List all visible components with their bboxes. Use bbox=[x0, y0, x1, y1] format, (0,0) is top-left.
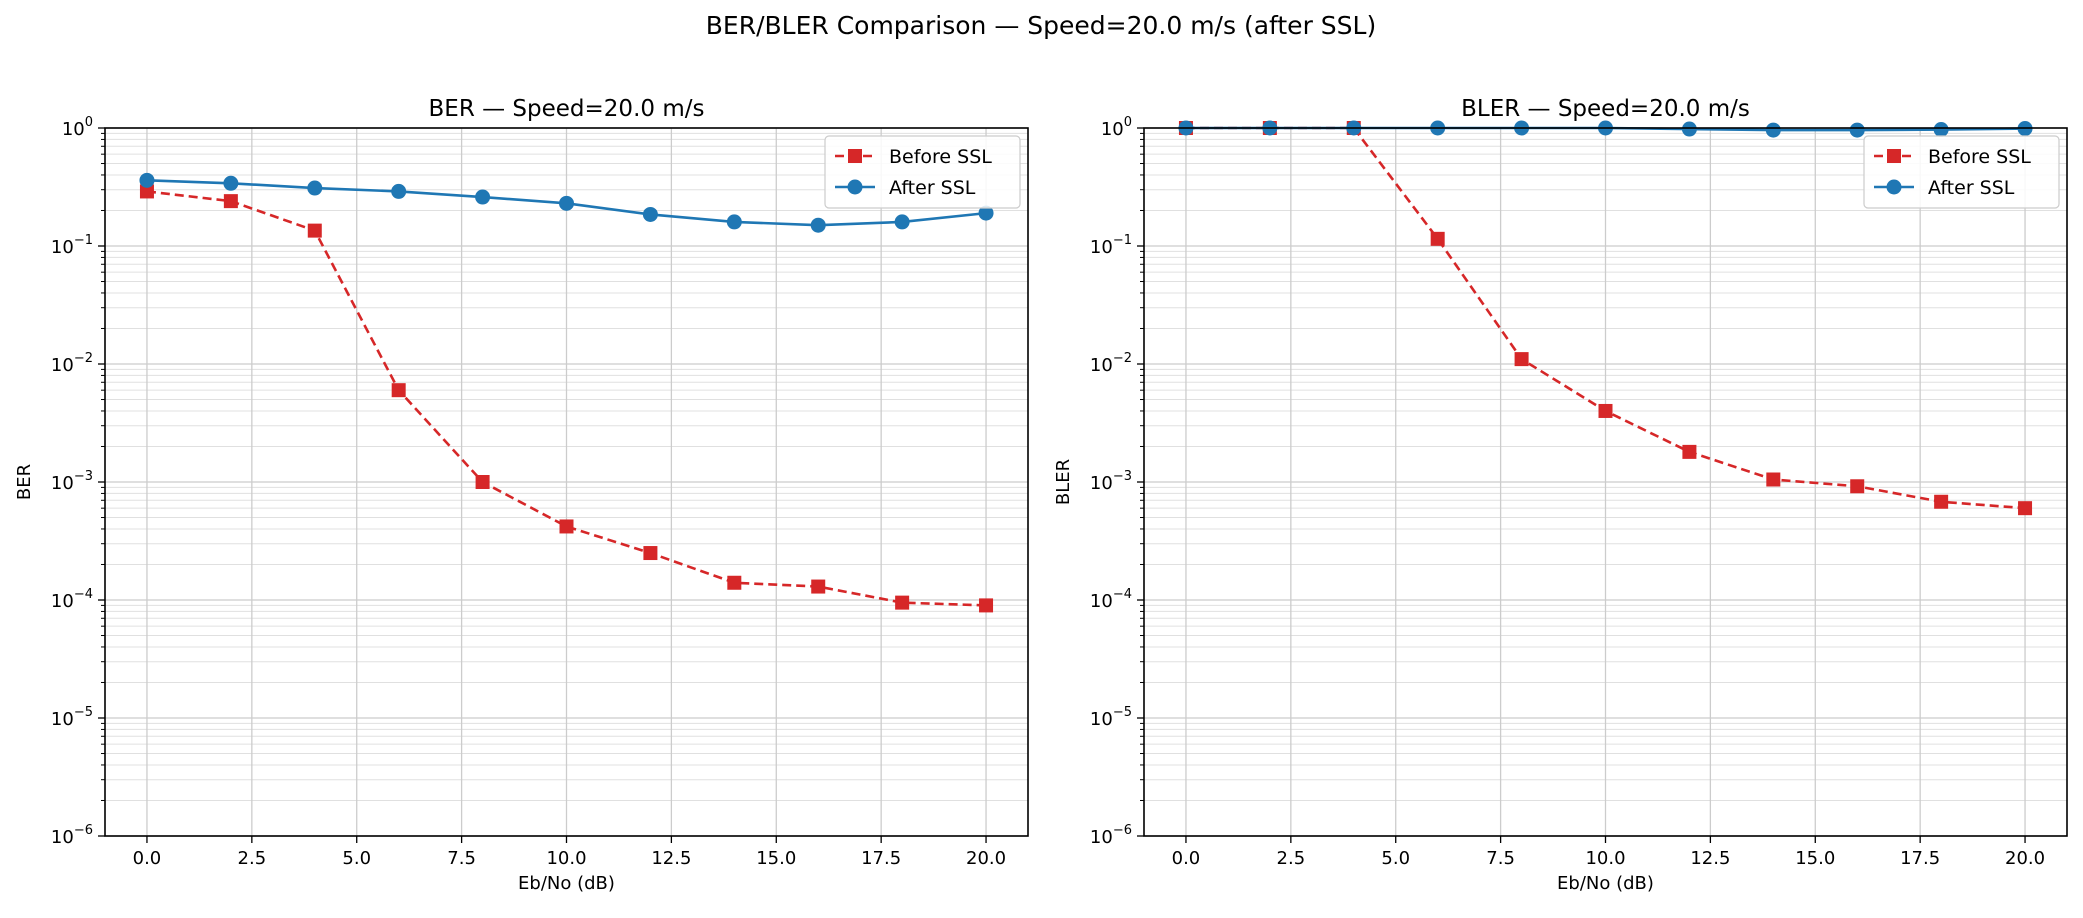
data-point bbox=[475, 189, 491, 205]
data-point bbox=[1430, 231, 1445, 246]
x-tick-label: 17.5 bbox=[861, 848, 901, 869]
data-point bbox=[1850, 479, 1865, 494]
legend-marker bbox=[1886, 179, 1902, 195]
data-point bbox=[1934, 494, 1949, 509]
legend: Before SSL After SSL bbox=[1863, 135, 2060, 209]
data-point bbox=[2018, 501, 2033, 516]
x-tick-label: 0.0 bbox=[133, 848, 162, 869]
y-tick-label: 10−2 bbox=[1090, 351, 1132, 376]
series-before-ssl bbox=[139, 184, 994, 613]
bler-chart: 10−6 10−5 10−4 10−3 10−2 10−1 100 0.0 2.5 5.0 7.5 1… bbox=[1053, 96, 2068, 894]
data-point bbox=[223, 194, 238, 209]
x-tick-label: 15.0 bbox=[1795, 848, 1835, 869]
y-tick-label: 10−4 bbox=[1090, 587, 1132, 612]
data-point bbox=[979, 598, 994, 613]
data-point bbox=[1766, 472, 1781, 487]
x-tick-label: 12.5 bbox=[651, 848, 691, 869]
x-tick-label: 7.5 bbox=[447, 848, 476, 869]
data-point bbox=[391, 183, 407, 199]
data-point bbox=[894, 214, 910, 230]
y-tick-label: 100 bbox=[1101, 115, 1132, 140]
x-tick-label: 2.5 bbox=[238, 848, 267, 869]
y-tick-label: 10−3 bbox=[1090, 469, 1132, 494]
legend-box bbox=[1863, 135, 2060, 209]
y-tick-label: 10−6 bbox=[51, 823, 93, 848]
x-tick-label: 20.0 bbox=[2005, 848, 2045, 869]
data-point bbox=[307, 223, 322, 238]
data-point bbox=[1598, 403, 1613, 418]
data-point bbox=[643, 546, 658, 561]
chart-title: BLER — Speed=20.0 m/s bbox=[1461, 96, 1750, 122]
y-tick-label: 10−1 bbox=[51, 233, 93, 258]
x-tick-label: 7.5 bbox=[1486, 848, 1515, 869]
legend-label: Before SSL bbox=[889, 146, 992, 168]
series-after-ssl bbox=[139, 172, 994, 233]
y-tick-label: 10−2 bbox=[51, 351, 93, 376]
y-tick-label: 10−3 bbox=[51, 469, 93, 494]
legend: Before SSL After SSL bbox=[824, 135, 1021, 209]
x-tick-label: 5.0 bbox=[342, 848, 371, 869]
data-point bbox=[810, 217, 826, 233]
legend-label: After SSL bbox=[889, 177, 976, 199]
series-line bbox=[146, 190, 987, 607]
x-tick-label: 10.0 bbox=[546, 848, 586, 869]
x-tick-label: 5.0 bbox=[1381, 848, 1410, 869]
chart-title: BER — Speed=20.0 m/s bbox=[429, 96, 705, 122]
data-point bbox=[895, 595, 910, 610]
data-point bbox=[475, 475, 490, 489]
y-axis-label: BLER bbox=[1053, 459, 1074, 505]
legend-marker bbox=[848, 149, 862, 163]
data-point bbox=[811, 579, 826, 594]
axes-frame bbox=[1143, 127, 2068, 837]
y-tick-label: 10−5 bbox=[51, 705, 93, 730]
data-point bbox=[1765, 122, 1781, 138]
legend-marker bbox=[847, 179, 863, 195]
legend-label: After SSL bbox=[1928, 177, 2015, 199]
x-tick-label: 20.0 bbox=[966, 848, 1006, 869]
data-point bbox=[1682, 444, 1697, 459]
data-point bbox=[1514, 352, 1529, 367]
x-tick-label: 12.5 bbox=[1690, 848, 1730, 869]
data-point bbox=[139, 184, 154, 199]
data-point bbox=[1681, 121, 1697, 137]
x-tick-label: 17.5 bbox=[1900, 848, 1940, 869]
data-point bbox=[1933, 122, 1949, 138]
y-axis-label: BER bbox=[14, 464, 35, 500]
y-tick-label: 10−5 bbox=[1090, 705, 1132, 730]
data-point bbox=[307, 180, 323, 196]
data-point bbox=[223, 175, 239, 191]
y-tick-label: 10−6 bbox=[1090, 823, 1132, 848]
y-tick-label: 100 bbox=[62, 115, 93, 140]
x-tick-label: 2.5 bbox=[1277, 848, 1306, 869]
x-tick-label: 0.0 bbox=[1172, 848, 1201, 869]
x-tick-label: 10.0 bbox=[1585, 848, 1625, 869]
x-axis-label: Eb/No (dB) bbox=[518, 873, 615, 894]
figure-title: BER/BLER Comparison — Speed=20.0 m/s (af… bbox=[706, 11, 1376, 40]
data-point bbox=[1849, 122, 1865, 138]
x-tick-label: 15.0 bbox=[756, 848, 796, 869]
data-point bbox=[139, 172, 155, 188]
y-tick-label: 10−1 bbox=[1090, 233, 1132, 258]
data-point bbox=[727, 575, 742, 590]
data-point bbox=[391, 383, 406, 398]
data-point bbox=[559, 195, 574, 211]
y-tick-label: 10−4 bbox=[51, 587, 93, 612]
data-point bbox=[559, 519, 574, 534]
legend-label: Before SSL bbox=[1928, 146, 2031, 168]
ber-chart: 10−6 10−5 10−4 10−3 10−2 10−1 100 0.0 2.5 5.0 7.5 1… bbox=[14, 96, 1029, 894]
data-point bbox=[978, 205, 994, 221]
data-point bbox=[642, 206, 658, 222]
legend-box bbox=[824, 135, 1021, 209]
x-axis-label: Eb/No (dB) bbox=[1557, 873, 1654, 894]
data-point bbox=[726, 214, 742, 230]
axes-frame bbox=[104, 127, 1029, 837]
legend-marker bbox=[1887, 149, 1901, 163]
